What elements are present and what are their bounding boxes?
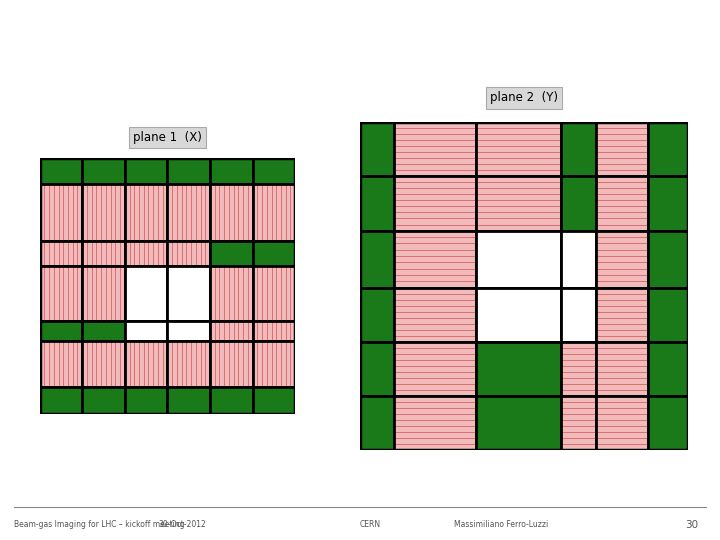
Bar: [648, 288, 688, 342]
Bar: [125, 341, 167, 387]
Bar: [477, 396, 562, 450]
Bar: [40, 184, 82, 241]
Bar: [596, 288, 648, 342]
Bar: [82, 266, 125, 321]
Bar: [82, 387, 125, 414]
Bar: [360, 342, 395, 396]
Bar: [477, 231, 562, 288]
Bar: [125, 184, 167, 241]
Bar: [596, 177, 648, 231]
Bar: [82, 321, 125, 341]
Bar: [40, 387, 82, 414]
Bar: [253, 241, 295, 266]
Bar: [40, 241, 82, 266]
Bar: [40, 321, 82, 341]
Bar: [562, 288, 596, 342]
Bar: [648, 231, 688, 288]
Bar: [125, 387, 167, 414]
Bar: [395, 396, 477, 450]
Bar: [562, 123, 596, 177]
Text: Massimiliano Ferro-Luzzi: Massimiliano Ferro-Luzzi: [454, 520, 548, 529]
Bar: [596, 342, 648, 396]
Text: plane 1  (X): plane 1 (X): [133, 131, 202, 144]
Bar: [395, 177, 477, 231]
Bar: [125, 241, 167, 266]
Bar: [82, 158, 125, 184]
Bar: [210, 387, 253, 414]
Bar: [360, 231, 395, 288]
Bar: [360, 123, 395, 177]
Bar: [210, 158, 253, 184]
Bar: [167, 241, 210, 266]
Text: CERN: CERN: [360, 520, 381, 529]
Bar: [477, 123, 562, 177]
Bar: [253, 184, 295, 241]
Bar: [648, 177, 688, 231]
Bar: [562, 231, 596, 288]
Text: Option 2 for the detector arrangement (one XY plane): Option 2 for the detector arrangement (o…: [11, 22, 607, 40]
Bar: [82, 241, 125, 266]
Bar: [210, 341, 253, 387]
Bar: [210, 184, 253, 241]
Text: plane 2  (Y): plane 2 (Y): [490, 91, 558, 104]
Bar: [360, 177, 395, 231]
Bar: [395, 342, 477, 396]
Bar: [596, 231, 648, 288]
Bar: [562, 342, 596, 396]
Bar: [210, 241, 253, 266]
Bar: [40, 266, 82, 321]
Bar: [395, 288, 477, 342]
Bar: [253, 266, 295, 321]
Bar: [253, 341, 295, 387]
Bar: [562, 177, 596, 231]
Bar: [82, 184, 125, 241]
Bar: [648, 396, 688, 450]
Bar: [125, 158, 167, 184]
Bar: [253, 158, 295, 184]
Bar: [167, 387, 210, 414]
Bar: [477, 342, 562, 396]
Bar: [167, 158, 210, 184]
Bar: [210, 266, 253, 321]
Text: 30: 30: [685, 519, 698, 530]
Bar: [125, 266, 167, 321]
Bar: [477, 288, 562, 342]
Bar: [648, 123, 688, 177]
Bar: [167, 321, 210, 341]
Bar: [40, 158, 82, 184]
Bar: [125, 321, 167, 341]
Text: Beam-gas Imaging for LHC – kickoff meeting: Beam-gas Imaging for LHC – kickoff meeti…: [14, 520, 185, 529]
Bar: [596, 123, 648, 177]
Text: 30-Oct-2012: 30-Oct-2012: [158, 520, 206, 529]
Bar: [82, 341, 125, 387]
Bar: [167, 266, 210, 321]
Bar: [360, 288, 395, 342]
Bar: [395, 231, 477, 288]
Bar: [596, 396, 648, 450]
Bar: [253, 387, 295, 414]
Bar: [562, 396, 596, 450]
Bar: [210, 321, 253, 341]
Bar: [360, 396, 395, 450]
Bar: [477, 177, 562, 231]
Bar: [167, 184, 210, 241]
Bar: [167, 341, 210, 387]
Bar: [40, 341, 82, 387]
Bar: [648, 342, 688, 396]
Bar: [253, 321, 295, 341]
Bar: [395, 123, 477, 177]
